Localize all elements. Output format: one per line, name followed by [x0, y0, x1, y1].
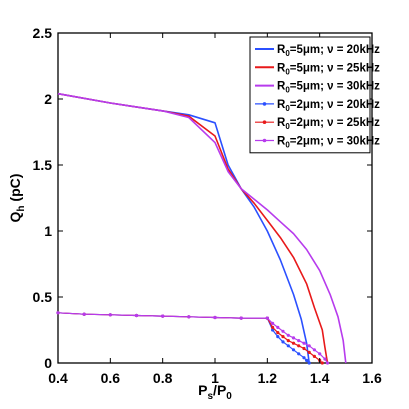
- legend-entry: R0=2μm; ν = 20kHz: [255, 99, 380, 113]
- data-point: [291, 341, 296, 345]
- legend-entry: R0=2μm; ν = 25kHz: [255, 117, 380, 131]
- data-point: [305, 358, 309, 362]
- data-point: [161, 314, 165, 318]
- data-point: [307, 350, 311, 354]
- data-point: [187, 315, 191, 319]
- data-point: [213, 315, 217, 320]
- series-line: [57, 92, 347, 364]
- x-tick-label: 1.6: [362, 370, 382, 386]
- data-point: [302, 341, 306, 345]
- data-point: [323, 357, 327, 361]
- data-point: [82, 312, 86, 316]
- data-point: [297, 344, 301, 348]
- y-axis-label: Qh​ (pC): [7, 174, 27, 223]
- data-point: [271, 328, 275, 332]
- data-point: [281, 335, 285, 339]
- legend: R0=5μm; ν = 20kHz R0=5μm; ν = 25kHz R0=5μm…: [249, 36, 380, 154]
- legend-label: R0=2μm; ν = 30kHz: [277, 136, 380, 150]
- data-point: [56, 311, 60, 315]
- data-point: [286, 344, 290, 348]
- legend-label: R0=5μm; ν = 30kHz: [277, 81, 380, 95]
- data-point: [307, 344, 311, 348]
- legend-marker: [262, 138, 267, 143]
- series-layer: [56, 92, 347, 365]
- data-point: [291, 348, 296, 352]
- legend-label: R0=2μm; ν = 20kHz: [277, 99, 380, 113]
- series-5: [56, 311, 330, 365]
- series-line: [57, 312, 329, 364]
- data-point: [312, 354, 316, 358]
- data-point: [312, 348, 316, 352]
- data-point: [307, 361, 311, 365]
- x-tick-label: 1.2: [258, 370, 278, 386]
- series-4: [56, 311, 324, 365]
- data-point: [271, 321, 275, 325]
- y-tick-label: 0: [44, 355, 52, 371]
- data-point: [271, 325, 275, 329]
- data-point: [297, 339, 301, 343]
- data-point: [302, 346, 306, 351]
- legend-entry: R0=5μm; ν = 30kHz: [255, 81, 380, 95]
- data-point: [276, 325, 280, 329]
- series-3: [56, 311, 311, 365]
- data-point: [320, 361, 324, 365]
- data-point: [325, 361, 330, 365]
- legend-marker: [262, 120, 267, 124]
- y-axis-ticks: 0 0.5 1 1.5 2 2.5: [33, 25, 372, 371]
- y-tick-label: 1: [44, 223, 52, 239]
- legend-entry: R0=2μm; ν = 30kHz: [255, 136, 380, 150]
- x-tick-label: 0.4: [48, 370, 68, 386]
- data-point: [291, 336, 296, 340]
- y-tick-label: 0.5: [33, 289, 53, 305]
- data-point: [276, 331, 280, 335]
- data-point: [281, 340, 285, 344]
- x-tick-label: 1: [211, 370, 219, 386]
- x-tick-label: 0.6: [101, 370, 121, 386]
- legend-box: [249, 36, 371, 154]
- data-point: [134, 313, 139, 318]
- legend-entry: R0=5μm; ν = 20kHz: [255, 44, 380, 58]
- data-point: [286, 339, 290, 343]
- legend-label: R0=5μm; ν = 25kHz: [277, 62, 380, 76]
- data-point: [297, 352, 301, 356]
- legend-marker: [262, 102, 267, 106]
- data-point: [318, 352, 322, 356]
- data-point: [108, 313, 112, 317]
- data-point: [265, 316, 269, 320]
- y-tick-label: 2.5: [33, 25, 53, 41]
- legend-label: R0=2μm; ν = 25kHz: [277, 117, 380, 131]
- data-point: [276, 335, 280, 339]
- y-axis-title: Qh​ (pC): [7, 174, 27, 223]
- series-line: [57, 312, 310, 364]
- data-point: [239, 316, 243, 320]
- x-tick-label: 0.8: [153, 370, 173, 386]
- data-point: [302, 356, 306, 360]
- legend-entry: R0=5μm; ν = 25kHz: [255, 62, 380, 76]
- legend-label: R0=5μm; ν = 20kHz: [277, 44, 380, 58]
- x-axis-label: Ps​/P0​: [198, 382, 232, 402]
- y-tick-label: 1.5: [33, 157, 53, 173]
- y-tick-label: 2: [44, 91, 52, 107]
- x-tick-label: 1.4: [310, 370, 330, 386]
- data-point: [286, 333, 290, 337]
- series-2: [57, 92, 347, 364]
- x-axis-ticks: 0.4 0.6 0.8 1 1.2 1.4 1.6: [48, 33, 382, 386]
- x-axis-title: Ps​/P0​: [198, 382, 232, 402]
- data-point: [281, 329, 285, 333]
